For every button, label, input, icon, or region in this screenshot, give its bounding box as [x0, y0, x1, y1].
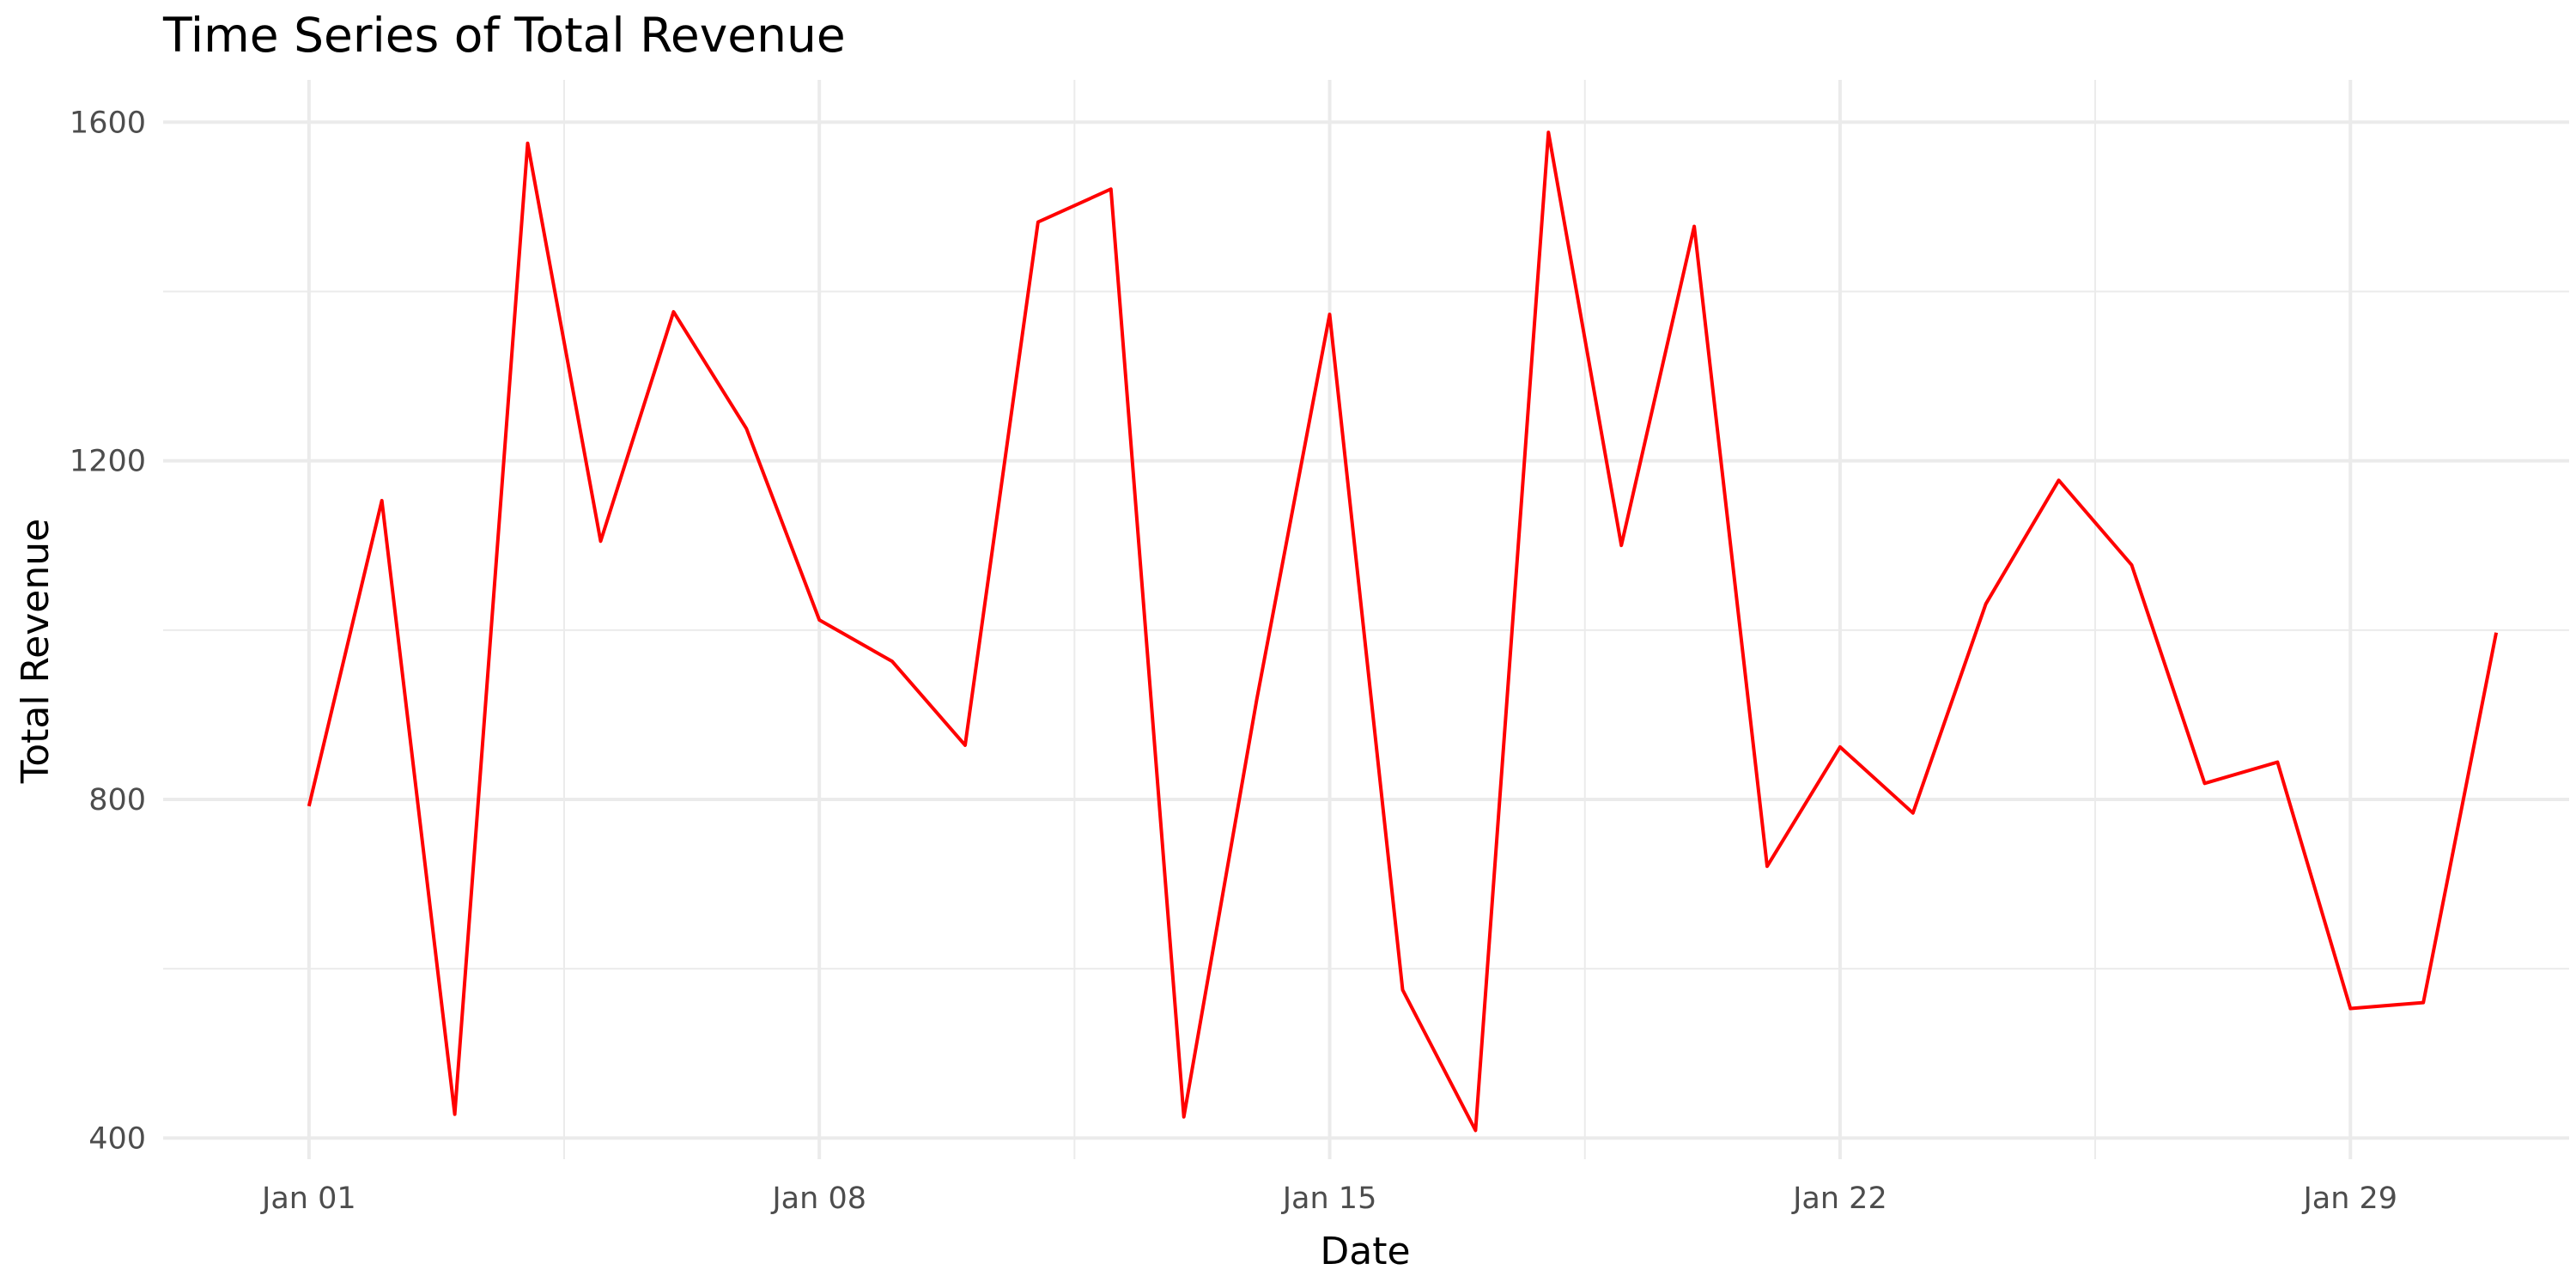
x-tick-label: Jan 01	[260, 1182, 356, 1216]
x-tick-label: Jan 15	[1281, 1182, 1377, 1216]
y-tick-label: 400	[88, 1121, 146, 1156]
x-tick-label: Jan 22	[1791, 1182, 1887, 1216]
y-axis-title: Total Revenue	[14, 519, 58, 784]
grid-lines	[163, 80, 2569, 1159]
tick-labels: 400 800 1200 1600 Jan 01 Jan 08 Jan 15 Jan 22 Ja…	[70, 106, 2397, 1216]
y-tick-label: 1200	[70, 445, 146, 479]
y-tick-label: 800	[88, 783, 146, 817]
x-axis-title: Date	[1320, 1230, 1410, 1273]
chart-title: Time Series of Total Revenue	[162, 8, 846, 63]
y-tick-label: 1600	[70, 106, 146, 140]
x-tick-label: Jan 29	[2301, 1182, 2397, 1216]
x-tick-label: Jan 08	[770, 1182, 866, 1216]
series-layer	[307, 131, 2499, 1133]
revenue-series-line	[307, 131, 2499, 1133]
